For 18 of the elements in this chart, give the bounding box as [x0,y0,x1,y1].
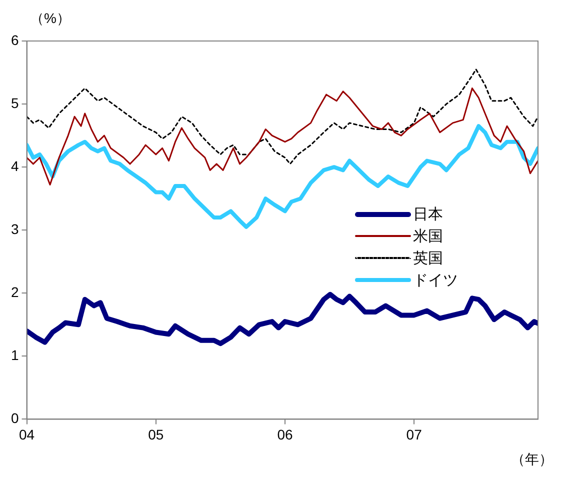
x-tick-label: 06 [277,426,293,442]
y-tick-label: 6 [10,32,19,48]
legend-label: 米国 [413,226,443,246]
x-tick-label: 07 [406,426,422,442]
line-series [26,68,538,165]
y-axis-title: （%） [30,10,70,28]
legend-label: 英国 [413,248,443,268]
y-tick-label: 2 [10,284,19,300]
y-tick-label: 1 [10,347,19,364]
legend-label: 日本 [413,204,443,224]
y-tick-label: 3 [10,220,19,237]
y-tick-label: 5 [10,94,19,111]
y-tick-label: 0 [10,410,19,426]
legend-label: ドイツ [413,270,458,290]
x-tick-label: 05 [148,426,164,442]
y-tick-label: 4 [10,158,19,174]
x-tick-label: 04 [18,426,35,442]
x-axis-title: （年） [511,451,553,469]
